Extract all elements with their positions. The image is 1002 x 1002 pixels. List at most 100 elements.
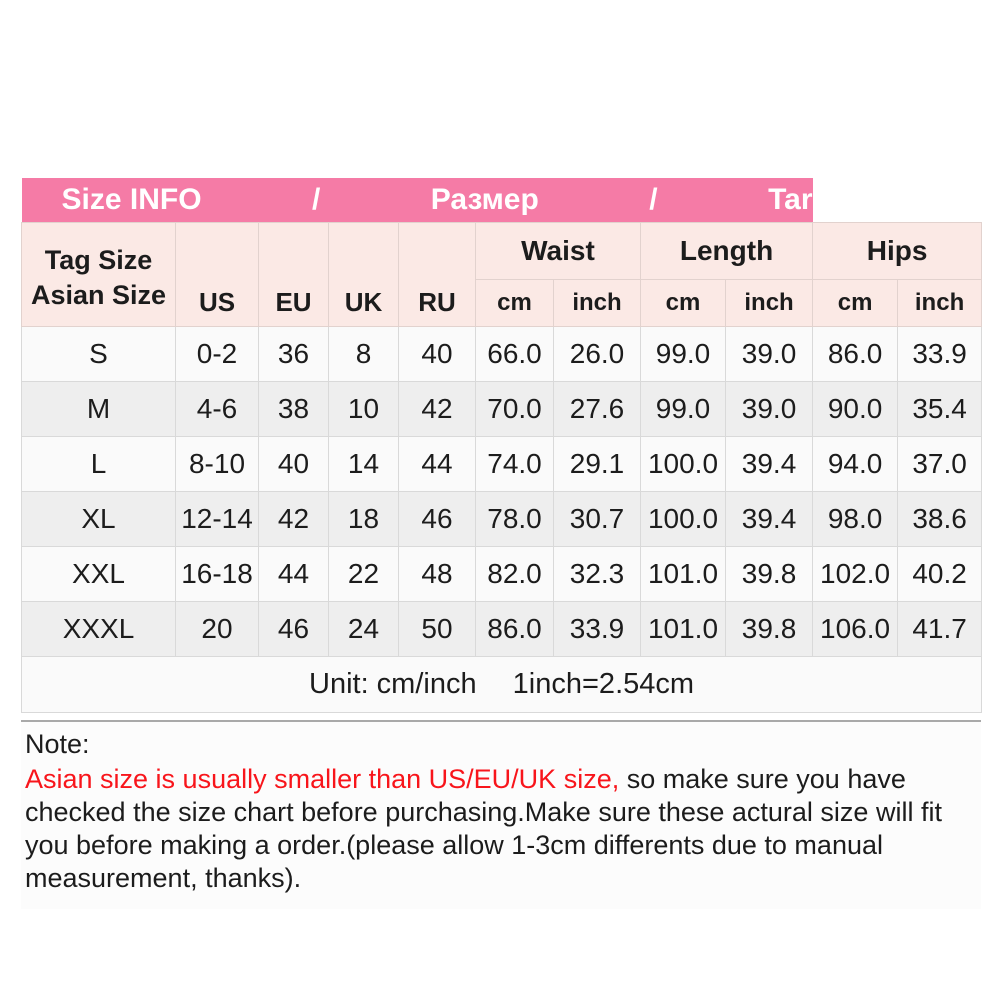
table-cell: 33.9 [553,600,641,657]
table-cell: 46 [258,600,329,657]
unit-note-left: Unit: cm/inch [309,667,477,700]
subheader-waist-inch: inch [553,278,641,327]
table-cell: 39.0 [724,325,814,382]
table-cell: 39.8 [724,600,814,657]
table-cell: 4-6 [175,380,259,437]
table-cell: 32.3 [553,545,641,602]
table-cell: 29.1 [553,435,641,492]
table-cell: 90.0 [812,380,899,437]
unit-note-right: 1inch=2.54cm [512,667,695,700]
table-cell: 50 [398,600,476,657]
note-section: Note: Asian size is usually smaller than… [21,720,981,909]
table-cell: 30.7 [553,490,641,547]
title-part-truncated: Tar [768,182,813,216]
table-cell: 18 [328,490,399,547]
table-cell: 86.0 [475,600,554,657]
title-separator: / [311,182,321,216]
note-label: Note: [25,729,90,759]
table-cell: 101.0 [640,545,726,602]
col-header-uk: UK [328,221,399,327]
note-black-text: so make sure you have checked the size c… [25,764,942,893]
note-red-text: Asian size is usually smaller than US/EU… [25,764,620,794]
title-band: Size INFO / Размер / Tar [21,178,813,222]
table-cell: 40 [258,435,329,492]
table-cell: 48 [398,545,476,602]
table-row-s: S 0-2 36 8 40 66.0 26.0 99.0 39.0 86.0 3… [21,325,983,382]
table-cell: 20 [175,600,259,657]
table-row-xxxl: XXXL 20 46 24 50 86.0 33.9 101.0 39.8 10… [21,600,983,657]
table-cell: 42 [398,380,476,437]
table-row-xl: XL 12-14 42 18 46 78.0 30.7 100.0 39.4 9… [21,490,983,547]
table-cell: 39.0 [724,380,814,437]
table-cell: 99.0 [640,325,726,382]
table-cell: 99.0 [640,380,726,437]
table-cell: 16-18 [175,545,259,602]
table-cell: L [21,435,176,492]
table-cell: 70.0 [475,380,554,437]
table-cell: 26.0 [553,325,641,382]
table-cell: XXXL [21,600,176,657]
table-cell: 46 [398,490,476,547]
table-row-m: M 4-6 38 10 42 70.0 27.6 99.0 39.0 90.0 … [21,380,983,437]
table-cell: 41.7 [897,600,983,657]
subheader-length-inch: inch [724,278,814,327]
table-cell: 37.0 [897,435,983,492]
table-cell: 39.4 [724,490,814,547]
group-header-waist: Waist [475,221,641,280]
table-cell: 10 [328,380,399,437]
subheader-waist-cm: cm [475,278,554,327]
table-cell: 86.0 [812,325,899,382]
col-header-us: US [175,221,259,327]
table-cell: 66.0 [475,325,554,382]
unit-note-row: Unit: cm/inch 1inch=2.54cm [20,655,983,713]
table-cell: 35.4 [897,380,983,437]
group-header-hips: Hips [812,221,983,280]
col-header-ru: RU [398,221,476,327]
table-cell: 44 [398,435,476,492]
table-cell: 100.0 [640,490,726,547]
table-cell: 101.0 [640,600,726,657]
table-cell: 39.8 [724,545,814,602]
table-cell: 94.0 [812,435,899,492]
table-cell: 74.0 [475,435,554,492]
note-paragraph: Asian size is usually smaller than US/EU… [25,763,975,895]
table-cell: 100.0 [640,435,726,492]
corner-header: Tag Size Asian Size [21,221,176,327]
title-text: Size INFO / Размер / Tar [22,183,813,217]
table-cell: M [21,380,176,437]
table-cell: 33.9 [897,325,983,382]
title-separator: / [649,182,658,216]
table-cell: 24 [328,600,399,657]
table-cell: 40.2 [897,545,983,602]
corner-line-asian-size: Asian Size [30,280,167,310]
table-row-xxl: XXL 16-18 44 22 48 82.0 32.3 101.0 39.8 … [21,545,983,602]
corner-line-tag-size: Tag Size [44,244,153,275]
unit-note-cell: Unit: cm/inch 1inch=2.54cm [20,655,983,713]
table-cell: 8 [328,325,399,382]
table-cell: 14 [328,435,399,492]
subheader-length-cm: cm [640,278,726,327]
col-header-eu: EU [258,221,329,327]
subheader-hips-inch: inch [897,278,983,327]
table-cell: 42 [258,490,329,547]
table-cell: 22 [328,545,399,602]
table-cell: S [21,325,176,382]
table-cell: XL [21,490,176,547]
table-cell: 38.6 [897,490,983,547]
table-cell: 38 [258,380,329,437]
header-group-row: Tag Size Asian Size US EU UK RU Waist Le… [21,221,983,327]
table-cell: 27.6 [553,380,641,437]
table-cell: 82.0 [475,545,554,602]
table-cell: 102.0 [812,545,899,602]
table-cell: 106.0 [812,600,899,657]
table-cell: 39.4 [724,435,814,492]
title-band-row: Size INFO / Размер / Tar [21,178,982,222]
table-cell: 44 [258,545,329,602]
table-cell: 78.0 [475,490,554,547]
table-cell: 98.0 [812,490,899,547]
title-spacer [812,178,982,222]
title-part-razmer: Размер [430,182,539,216]
table-cell: 12-14 [175,490,259,547]
size-table: Size INFO / Размер / Tar Tag Size Asian … [20,178,983,713]
